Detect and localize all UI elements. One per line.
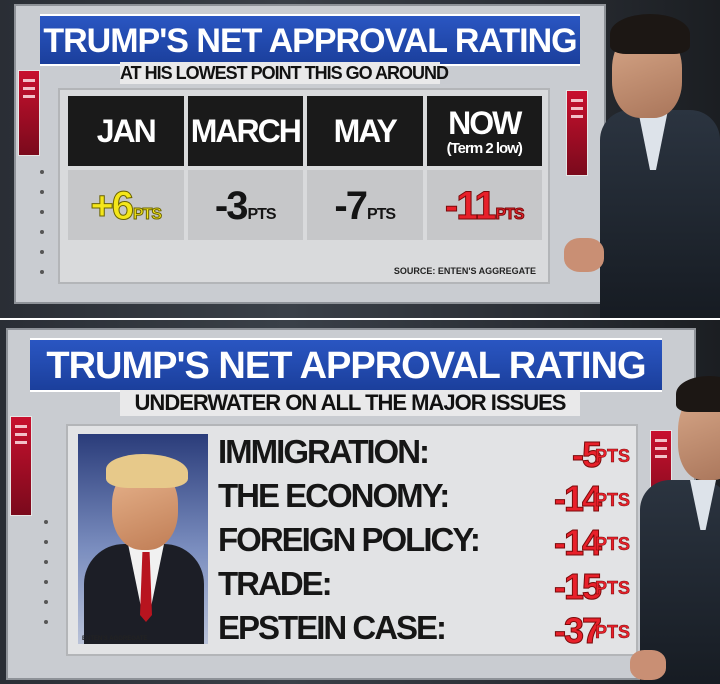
page-title: TRUMP'S NET APPROVAL RATING: [30, 338, 662, 392]
page-subtitle: AT HIS LOWEST POINT THIS GO AROUND: [120, 62, 449, 84]
list-item: EPSTEIN CASE: -37 PTS: [218, 606, 631, 652]
presenter-hand: [564, 238, 604, 272]
portrait-photo: [78, 434, 208, 644]
value-cell-may: -7 PTS: [307, 170, 423, 240]
list-item: FOREIGN POLICY: -14 PTS: [218, 518, 631, 564]
issue-label: THE ECONOMY:: [218, 477, 450, 514]
page-subtitle: UNDERWATER ON ALL THE MAJOR ISSUES: [120, 390, 580, 416]
list-item: TRADE: -15 PTS: [218, 562, 631, 608]
month-cell-jan: JAN: [68, 96, 184, 166]
month-cell-may: MAY: [307, 96, 423, 166]
right-side-tile: [566, 90, 588, 176]
issue-unit: PTS: [594, 622, 631, 643]
month-cell-now: NOW (Term 2 low): [426, 96, 542, 166]
issue-value: -5: [571, 434, 602, 476]
presenter-hand: [630, 650, 666, 680]
issue-label: IMMIGRATION:: [218, 433, 430, 470]
issue-unit: PTS: [594, 490, 631, 511]
value-unit: PTS: [132, 206, 162, 224]
photo-caption: ENTEN'S AGGREGATE: [82, 636, 148, 642]
list-item: IMMIGRATION: -5 PTS: [218, 430, 631, 476]
issue-unit: PTS: [594, 534, 631, 555]
source-credit: SOURCE: ENTEN'S AGGREGATE: [393, 266, 536, 276]
value-number: -11: [444, 184, 497, 229]
month-label: NOW: [448, 104, 522, 141]
issues-list: IMMIGRATION: -5 PTS THE ECONOMY: -14 PTS…: [218, 430, 631, 652]
issue-value: -14: [553, 522, 602, 564]
value-unit: PTS: [366, 206, 396, 223]
left-dot-column: [40, 170, 46, 274]
list-item: THE ECONOMY: -14 PTS: [218, 474, 631, 520]
value-unit: PTS: [495, 206, 525, 224]
portrait-hair: [106, 454, 188, 488]
approval-timeline-board: JAN MARCH MAY NOW (Term 2 low) +6 PTS -3 P…: [58, 88, 550, 284]
month-cell-march: MARCH: [187, 96, 303, 166]
presenter-hair: [610, 14, 690, 54]
value-number: +6: [90, 184, 135, 229]
value-row: +6 PTS -3 PTS -7 PTS -11 PTS: [68, 170, 542, 240]
value-unit: PTS: [247, 206, 276, 223]
portrait-tie: [140, 552, 152, 622]
issue-value: -15: [553, 566, 602, 608]
top-broadcast-frame: TRUMP'S NET APPROVAL RATING AT HIS LOWES…: [0, 0, 720, 318]
term-note: (Term 2 low): [446, 139, 523, 157]
left-side-tile: [18, 70, 40, 156]
presenter-figure: [560, 0, 720, 318]
value-number: -7: [334, 184, 368, 228]
page-title: TRUMP'S NET APPROVAL RATING: [40, 14, 580, 66]
value-cell-march: -3 PTS: [187, 170, 303, 240]
issue-value: -37: [553, 610, 602, 652]
bottom-broadcast-frame: TRUMP'S NET APPROVAL RATING UNDERWATER O…: [0, 320, 720, 684]
issue-label: FOREIGN POLICY:: [218, 521, 481, 558]
left-dot-column: [44, 520, 50, 624]
issue-label: TRADE:: [218, 565, 333, 602]
presenter-hair: [676, 376, 720, 412]
issues-board: ENTEN'S AGGREGATE IMMIGRATION: -5 PTS TH…: [66, 424, 638, 656]
value-number: -3: [214, 184, 249, 228]
month-header-row: JAN MARCH MAY NOW (Term 2 low): [68, 96, 542, 166]
issue-label: EPSTEIN CASE:: [218, 609, 447, 646]
month-label: MARCH: [190, 113, 302, 149]
month-label: MAY: [333, 113, 398, 149]
value-cell-jan: +6 PTS: [68, 170, 184, 240]
issue-unit: PTS: [594, 446, 631, 467]
issue-value: -14: [553, 478, 602, 520]
month-label: JAN: [96, 113, 157, 149]
panel-divider: [0, 318, 720, 320]
value-cell-now: -11 PTS: [426, 170, 542, 240]
presenter-figure: [620, 350, 720, 684]
issue-unit: PTS: [594, 578, 631, 599]
left-side-tile: [10, 416, 32, 516]
